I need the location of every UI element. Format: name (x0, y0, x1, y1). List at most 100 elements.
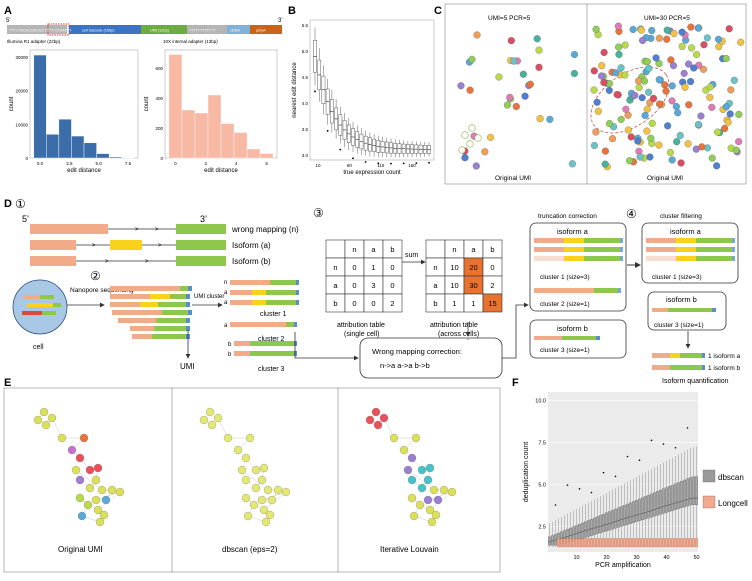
wmc-title: Wrong mapping correction: (372, 347, 462, 356)
f-outlier-6 (567, 484, 569, 486)
panel-letter-c: C (434, 5, 442, 17)
wmc-rules: n->a a->a b->b (380, 361, 430, 370)
cluster1-row-a2: a (224, 300, 228, 306)
e-node-1-20 (266, 511, 274, 519)
f-longcell-box-41 (671, 539, 673, 547)
svg-text:>: > (105, 259, 109, 265)
hist-right-xtick-3: 6 (265, 161, 268, 166)
c-left-title: UMI=5 PCR=5 (488, 15, 531, 22)
f-dbscan-box-39 (665, 488, 668, 513)
f-outlier-14 (591, 492, 593, 494)
t2-text-2-1: 10 (450, 281, 458, 290)
filter-label: cluster filtering (660, 213, 702, 220)
t1-text-1-0: n (333, 263, 337, 272)
e-caption-0: Original UMI (58, 545, 102, 554)
f-outlier-38 (663, 443, 665, 445)
hist-right-ytick-2: 400 (155, 96, 163, 101)
e-node-2-13 (404, 466, 412, 474)
e-caption-2: Iterative Louvain (380, 545, 439, 554)
c-left-node-0 (513, 103, 520, 110)
f-dbscan-box-35 (653, 493, 656, 517)
c-right-node-129 (698, 113, 705, 120)
f-dbscan-box-37 (659, 490, 662, 514)
b-xtick-1: 60 (347, 163, 353, 168)
f-dbscan-box-16 (596, 517, 599, 534)
c-left-cluster-0 (462, 132, 469, 139)
read-1-3 (186, 294, 190, 299)
b-ytick-2: 4.0 (302, 101, 309, 106)
table2-caption2: (across cells) (438, 331, 479, 338)
filter-a-g-1 (696, 247, 732, 252)
c-right-node-118 (704, 34, 711, 41)
c-left-node-12 (467, 87, 474, 94)
c-right-node-116 (656, 101, 663, 108)
f-longcell-box-11 (581, 539, 583, 547)
f-outlier-34 (651, 440, 653, 442)
c-left-node-14 (504, 102, 511, 109)
e-node-2-1 (366, 416, 374, 424)
hist-left-xtick-2: 5.0 (96, 161, 103, 166)
f-legend-swatch-0 (703, 470, 715, 482)
c-right-node-81 (735, 138, 742, 145)
hist-left-ytick-1: 10000 (15, 122, 28, 127)
panel-letter-f: F (512, 377, 519, 389)
read-0-2 (188, 286, 192, 291)
t2-text-0-1: n (452, 245, 456, 254)
e-node-2-3 (380, 414, 388, 422)
b-outlier-21 (403, 163, 405, 165)
c-right-node-29 (601, 49, 608, 56)
cluster3-row-b2: b (228, 352, 232, 358)
trunc-a-g-2 (584, 256, 620, 261)
c-right-node-133 (618, 64, 625, 71)
c-left-node-29 (537, 115, 544, 122)
f-dbscan-box-43 (677, 483, 680, 509)
t1-text-3-0: b (333, 299, 337, 308)
cluster-read-0-1 (270, 280, 296, 285)
c-right-node-89 (636, 84, 643, 91)
t2-cell-0-0 (426, 240, 445, 258)
c-right-node-106 (643, 128, 650, 135)
c-left-node-31 (506, 94, 513, 101)
f-longcell-box-12 (584, 539, 586, 547)
b-xlabel: true expression count (343, 170, 401, 176)
c-right-node-66 (678, 160, 685, 167)
c-left-node-15 (536, 64, 543, 71)
read-2-0 (110, 302, 140, 307)
c-right-node-126 (668, 56, 675, 63)
e-node-2-7 (408, 454, 416, 462)
quant-title: Isoform quantification (662, 378, 729, 385)
read-1-0 (110, 294, 150, 299)
e-node-0-8 (86, 466, 94, 474)
e-node-0-1 (34, 416, 42, 424)
c-right-node-76 (647, 154, 654, 161)
d-5prime: 5’ (22, 214, 29, 224)
c-right-node-154 (737, 39, 744, 46)
trunc-a-g-0 (584, 238, 620, 243)
c-right-node-111 (693, 51, 700, 58)
f-dbscan-box-15 (593, 518, 596, 535)
c-right-node-150 (673, 138, 680, 145)
seg-label-3: TTTTTTTTTTTT (189, 29, 216, 33)
c-right-node-82 (671, 30, 678, 37)
c-right-node-121 (693, 146, 700, 153)
sum-label: sum (405, 252, 418, 259)
c-right-node-86 (663, 36, 670, 43)
read-5-0 (130, 326, 154, 331)
cluster-read-5-0 (234, 351, 250, 356)
table1-caption1: attribution table (337, 322, 385, 329)
read-5-1 (154, 326, 186, 331)
e-node-0-22 (84, 501, 92, 509)
b-outlier-27 (428, 162, 430, 164)
f-longcell-box-44 (680, 539, 682, 547)
label-wrong-mapping: wrong mapping (n) (231, 225, 299, 234)
f-dbscan-box-2 (554, 534, 557, 545)
trunc-a2-b (618, 288, 621, 293)
c-right-node-34 (725, 119, 732, 126)
mapping-wrong: >> wrong mapping (n) (30, 224, 299, 234)
t2-text-3-3: 15 (488, 299, 496, 308)
filter-a-y-1 (676, 247, 696, 252)
f-dbscan-box-1 (551, 536, 554, 546)
f-longcell-box-45 (683, 539, 685, 547)
